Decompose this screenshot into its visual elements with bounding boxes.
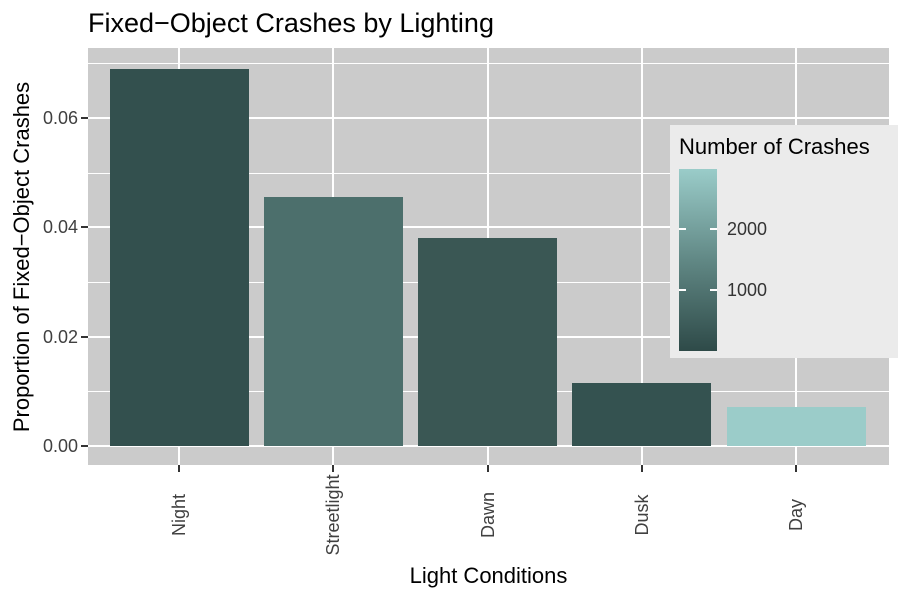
legend-tick-label-1000: 1000 — [727, 279, 768, 300]
y-tick-label-3: 0.06 — [42, 108, 78, 129]
bar-streetlight — [263, 197, 403, 446]
x-tick-mark-2 — [486, 465, 489, 472]
x-tick-mark-1 — [332, 465, 335, 472]
legend-gradient-tick — [710, 288, 717, 291]
gridline-major — [88, 445, 889, 447]
x-tick-label-day: Day — [786, 498, 806, 532]
y-tick-label-1: 0.02 — [42, 326, 78, 347]
x-tick-label-streetlight: Streetlight — [323, 474, 344, 556]
x-tick-mark-0 — [178, 465, 180, 472]
legend-gradient-tick — [710, 227, 717, 230]
legend-tick-label-2000: 2000 — [727, 218, 768, 239]
x-tick-label-night: Night — [169, 493, 189, 537]
chart-title: Fixed−Object Crashes by Lighting — [88, 8, 494, 38]
y-tick-mark-2 — [81, 226, 88, 229]
y-tick-label-2: 0.04 — [42, 217, 78, 238]
bar-day — [726, 407, 866, 446]
legend-gradient-tick — [679, 227, 686, 230]
y-tick-mark-3 — [81, 117, 88, 120]
legend-gradient-tick — [679, 288, 686, 291]
x-tick-mark-4 — [795, 465, 797, 472]
x-tick-label-dawn: Dawn — [477, 491, 498, 539]
gridline-major-vertical — [640, 48, 643, 465]
gridline-minor — [88, 172, 889, 174]
bar-dawn — [418, 238, 557, 446]
gridline-major — [88, 117, 889, 120]
y-tick-label-0: 0.00 — [42, 436, 78, 456]
gridline-minor — [88, 63, 889, 65]
bar-night — [109, 69, 249, 446]
y-axis-title: Proportion of Fixed−Object Crashes — [9, 81, 34, 433]
x-tick-mark-3 — [640, 465, 643, 472]
bar-dusk — [572, 383, 712, 446]
x-tick-label-dusk: Dusk — [631, 494, 652, 536]
legend-title: Number of Crashes — [679, 134, 870, 159]
x-axis-title: Light Conditions — [409, 563, 568, 588]
legend: Number of Crashes 2000 1000 — [670, 125, 898, 358]
y-tick-mark-1 — [81, 335, 88, 338]
y-tick-mark-0 — [81, 445, 88, 447]
legend-gradient-bar — [679, 169, 717, 351]
gridline-major — [88, 226, 889, 229]
